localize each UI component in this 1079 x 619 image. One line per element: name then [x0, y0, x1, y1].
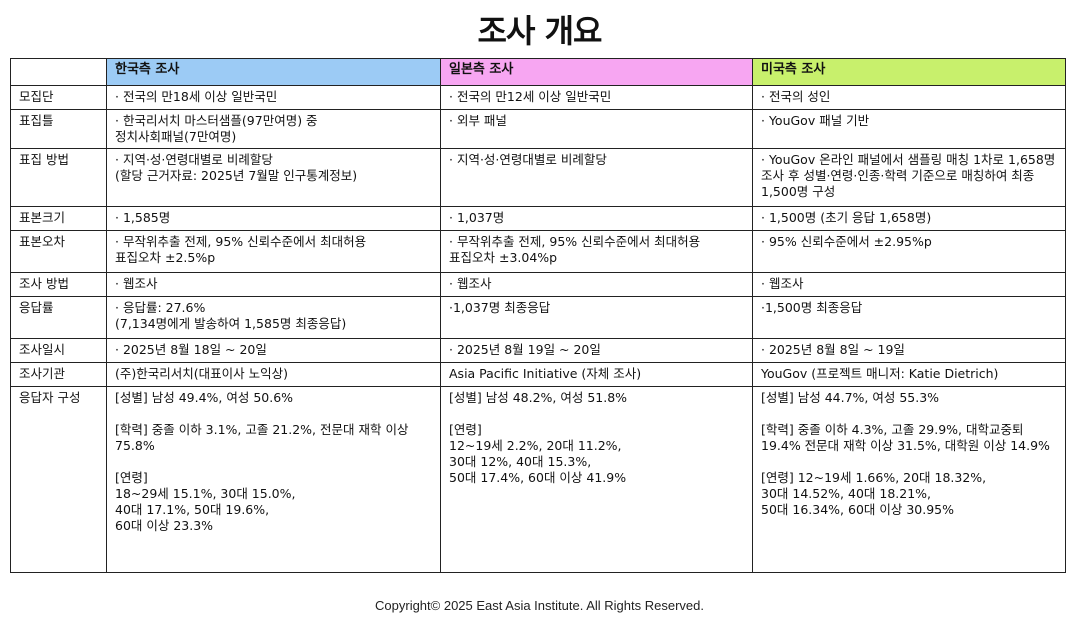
- table-cell: YouGov (프로젝트 매니저: Katie Dietrich): [752, 362, 1066, 387]
- table-cell: [성별] 남성 44.7%, 여성 55.3% [학력] 중졸 이하 4.3%,…: [752, 386, 1066, 573]
- table-cell: ·1,037명 최종응답: [440, 296, 753, 339]
- table-cell: · 무작위추출 전제, 95% 신뢰수준에서 최대허용 표집오차 ±2.5%p: [106, 230, 441, 273]
- header-japan: 일본측 조사: [440, 58, 753, 86]
- table-cell: · 2025년 8월 19일 ~ 20일: [440, 338, 753, 363]
- row-label: 모집단: [10, 85, 107, 110]
- table-row: 조사일시 · 2025년 8월 18일 ~ 20일 · 2025년 8월 19일 ~…: [10, 338, 1066, 363]
- table-cell: · 지역·성·연령대별로 비례할당: [440, 148, 753, 207]
- table-row: 표집 방법 · 지역·성·연령대별로 비례할당 (할당 근거자료: 2025년 7…: [10, 148, 1066, 207]
- table-row: 조사 방법 · 웹조사 · 웹조사 · 웹조사: [10, 272, 1066, 297]
- header-usa: 미국측 조사: [752, 58, 1066, 86]
- row-label: 표본크기: [10, 206, 107, 231]
- table-row: 표본오차 · 무작위추출 전제, 95% 신뢰수준에서 최대허용 표집오차 ±2.…: [10, 230, 1066, 273]
- table-row: 표집틀 · 한국리서치 마스터샘플(97만여명) 중 정치사회패널(7만여명) · …: [10, 109, 1066, 149]
- table-cell: ·1,500명 최종응답: [752, 296, 1066, 339]
- row-label: 응답자 구성: [10, 386, 107, 573]
- table-row: 응답률 · 응답률: 27.6% (7,134명에게 발송하여 1,585명 최종…: [10, 296, 1066, 339]
- page-title: 조사 개요: [477, 12, 603, 50]
- table-cell: · YouGov 온라인 패널에서 샘플링 매칭 1차로 1,658명 조사 후…: [752, 148, 1066, 207]
- table-cell: · 전국의 성인: [752, 85, 1066, 110]
- table-cell: · 지역·성·연령대별로 비례할당 (할당 근거자료: 2025년 7월말 인구…: [106, 148, 441, 207]
- table-cell: · 무작위추출 전제, 95% 신뢰수준에서 최대허용 표집오차 ±3.04%p: [440, 230, 753, 273]
- table-row: 조사기관 (주)한국리서치(대표이사 노익상) Asia Pacific Initi…: [10, 362, 1066, 387]
- table-cell: · 웹조사: [440, 272, 753, 297]
- copyright-footer: Copyright© 2025 East Asia Institute. All…: [375, 598, 704, 613]
- table-cell: · 웹조사: [106, 272, 441, 297]
- row-label: 표집 방법: [10, 148, 107, 207]
- table-cell: · 응답률: 27.6% (7,134명에게 발송하여 1,585명 최종응답): [106, 296, 441, 339]
- table-cell: · YouGov 패널 기반: [752, 109, 1066, 149]
- table-cell: · 95% 신뢰수준에서 ±2.95%p: [752, 230, 1066, 273]
- table-cell: · 전국의 만12세 이상 일반국민: [440, 85, 753, 110]
- table-cell: · 2025년 8월 18일 ~ 20일: [106, 338, 441, 363]
- table-cell: · 한국리서치 마스터샘플(97만여명) 중 정치사회패널(7만여명): [106, 109, 441, 149]
- table-cell: [성별] 남성 49.4%, 여성 50.6% [학력] 중졸 이하 3.1%,…: [106, 386, 441, 573]
- table-cell: · 1,037명: [440, 206, 753, 231]
- header-cell: [10, 58, 107, 86]
- table-cell: · 2025년 8월 8일 ~ 19일: [752, 338, 1066, 363]
- table-cell: · 외부 패널: [440, 109, 753, 149]
- table-row: 응답자 구성 [성별] 남성 49.4%, 여성 50.6% [학력] 중졸 이하…: [10, 386, 1066, 573]
- row-label: 조사기관: [10, 362, 107, 387]
- row-label: 조사 방법: [10, 272, 107, 297]
- header-korea: 한국측 조사: [106, 58, 441, 86]
- row-label: 조사일시: [10, 338, 107, 363]
- row-label: 표집틀: [10, 109, 107, 149]
- table-cell: · 1,585명: [106, 206, 441, 231]
- table-cell: [성별] 남성 48.2%, 여성 51.8% [연령] 12~19세 2.2%…: [440, 386, 753, 573]
- table-row: 모집단 · 전국의 만18세 이상 일반국민 · 전국의 만12세 이상 일반국민 ·…: [10, 85, 1066, 110]
- table-header-row: 한국측 조사 일본측 조사 미국측 조사: [10, 58, 1066, 86]
- table-cell: · 1,500명 (초기 응답 1,658명): [752, 206, 1066, 231]
- table-row: 표본크기 · 1,585명 · 1,037명 · 1,500명 (초기 응답 1,65…: [10, 206, 1066, 231]
- row-label: 응답률: [10, 296, 107, 339]
- table-cell: Asia Pacific Initiative (자체 조사): [440, 362, 753, 387]
- table-cell: · 전국의 만18세 이상 일반국민: [106, 85, 441, 110]
- survey-overview-table: 한국측 조사 일본측 조사 미국측 조사 모집단 · 전국의 만18세 이상 일반…: [10, 58, 1066, 573]
- table-cell: (주)한국리서치(대표이사 노익상): [106, 362, 441, 387]
- row-label: 표본오차: [10, 230, 107, 273]
- table-cell: · 웹조사: [752, 272, 1066, 297]
